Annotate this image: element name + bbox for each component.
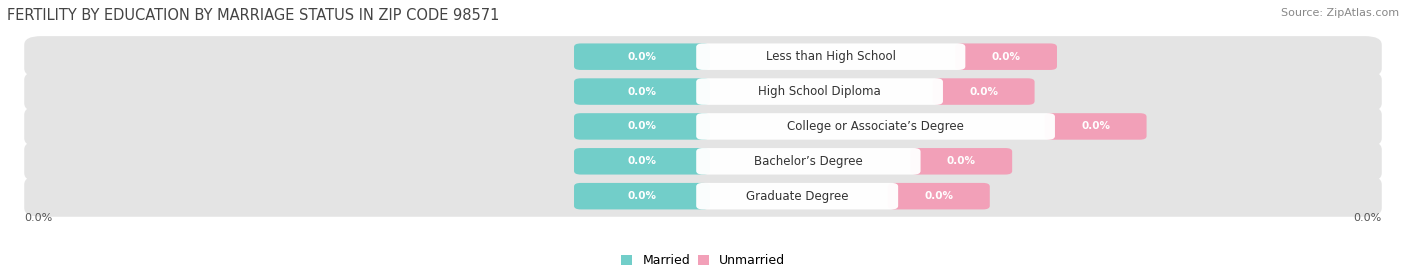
- Text: Graduate Degree: Graduate Degree: [747, 190, 848, 203]
- FancyBboxPatch shape: [24, 141, 1382, 182]
- Text: High School Diploma: High School Diploma: [758, 85, 882, 98]
- Text: College or Associate’s Degree: College or Associate’s Degree: [787, 120, 965, 133]
- FancyBboxPatch shape: [696, 183, 898, 210]
- Text: 0.0%: 0.0%: [627, 191, 657, 201]
- Text: 0.0%: 0.0%: [924, 191, 953, 201]
- Text: 0.0%: 0.0%: [627, 87, 657, 97]
- FancyBboxPatch shape: [1045, 113, 1146, 140]
- Text: 0.0%: 0.0%: [627, 52, 657, 62]
- FancyBboxPatch shape: [24, 71, 1382, 112]
- FancyBboxPatch shape: [24, 106, 1382, 147]
- Text: Less than High School: Less than High School: [766, 50, 896, 63]
- FancyBboxPatch shape: [574, 43, 710, 70]
- FancyBboxPatch shape: [574, 113, 710, 140]
- Text: 0.0%: 0.0%: [627, 121, 657, 132]
- Text: 0.0%: 0.0%: [627, 156, 657, 166]
- FancyBboxPatch shape: [24, 36, 1382, 77]
- FancyBboxPatch shape: [24, 176, 1382, 217]
- FancyBboxPatch shape: [574, 183, 710, 210]
- Legend: Married, Unmarried: Married, Unmarried: [621, 254, 785, 267]
- FancyBboxPatch shape: [932, 78, 1035, 105]
- FancyBboxPatch shape: [696, 43, 966, 70]
- FancyBboxPatch shape: [889, 183, 990, 210]
- Text: FERTILITY BY EDUCATION BY MARRIAGE STATUS IN ZIP CODE 98571: FERTILITY BY EDUCATION BY MARRIAGE STATU…: [7, 8, 499, 23]
- FancyBboxPatch shape: [910, 148, 1012, 175]
- Text: Source: ZipAtlas.com: Source: ZipAtlas.com: [1281, 8, 1399, 18]
- Text: 0.0%: 0.0%: [969, 87, 998, 97]
- FancyBboxPatch shape: [574, 78, 710, 105]
- Text: 0.0%: 0.0%: [1081, 121, 1111, 132]
- Text: 0.0%: 0.0%: [946, 156, 976, 166]
- Text: 0.0%: 0.0%: [1354, 213, 1382, 223]
- FancyBboxPatch shape: [574, 148, 710, 175]
- Text: 0.0%: 0.0%: [24, 213, 52, 223]
- FancyBboxPatch shape: [696, 113, 1054, 140]
- Text: Bachelor’s Degree: Bachelor’s Degree: [754, 155, 863, 168]
- FancyBboxPatch shape: [696, 148, 921, 175]
- FancyBboxPatch shape: [696, 78, 943, 105]
- FancyBboxPatch shape: [955, 43, 1057, 70]
- Text: 0.0%: 0.0%: [991, 52, 1021, 62]
